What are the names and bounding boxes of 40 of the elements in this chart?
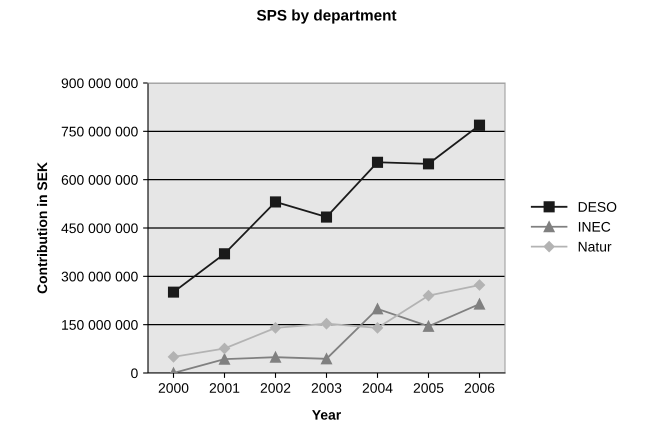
point bbox=[218, 248, 230, 260]
y-tick-label: 600 000 000 bbox=[62, 175, 138, 185]
point bbox=[474, 298, 486, 310]
point bbox=[270, 352, 282, 363]
point bbox=[168, 351, 180, 362]
chart-title: SPS by department bbox=[256, 9, 396, 24]
point bbox=[218, 342, 230, 354]
x-tick-label: 2003 bbox=[312, 383, 342, 393]
y-tick-label: 750 000 000 bbox=[62, 126, 138, 137]
point bbox=[320, 318, 332, 330]
point bbox=[372, 303, 384, 314]
point bbox=[422, 320, 434, 332]
point bbox=[320, 353, 332, 364]
legend-label: Natur bbox=[578, 242, 612, 252]
point bbox=[474, 279, 486, 291]
y-tick-label: 300 000 000 bbox=[62, 272, 138, 282]
legend-label: DESO bbox=[578, 202, 616, 212]
point bbox=[422, 290, 434, 302]
point bbox=[422, 158, 434, 170]
legend-label: INEC bbox=[578, 222, 610, 232]
point bbox=[372, 322, 384, 334]
point bbox=[372, 156, 384, 168]
point bbox=[168, 286, 180, 298]
x-tick-label: 2005 bbox=[414, 383, 444, 393]
x-tick-label: 2006 bbox=[464, 383, 494, 393]
y-tick-label: 0 bbox=[131, 368, 138, 378]
point bbox=[270, 322, 282, 334]
y-tick-label: 450 000 000 bbox=[61, 223, 138, 234]
point bbox=[474, 120, 486, 131]
x-tick-label: 2000 bbox=[158, 383, 188, 393]
point bbox=[270, 196, 282, 208]
y-tick-label: 900 000 000 bbox=[62, 78, 138, 88]
point bbox=[218, 354, 230, 365]
y-tick-label: 150 000 000 bbox=[62, 320, 138, 330]
x-tick-label: 2001 bbox=[210, 383, 240, 393]
point bbox=[320, 211, 332, 223]
x-tick-label: 2004 bbox=[362, 383, 393, 393]
y-axis-title: Contribution in SEK bbox=[36, 162, 48, 294]
x-axis-title: Year bbox=[312, 410, 341, 420]
x-tick-label: 2002 bbox=[260, 383, 290, 393]
